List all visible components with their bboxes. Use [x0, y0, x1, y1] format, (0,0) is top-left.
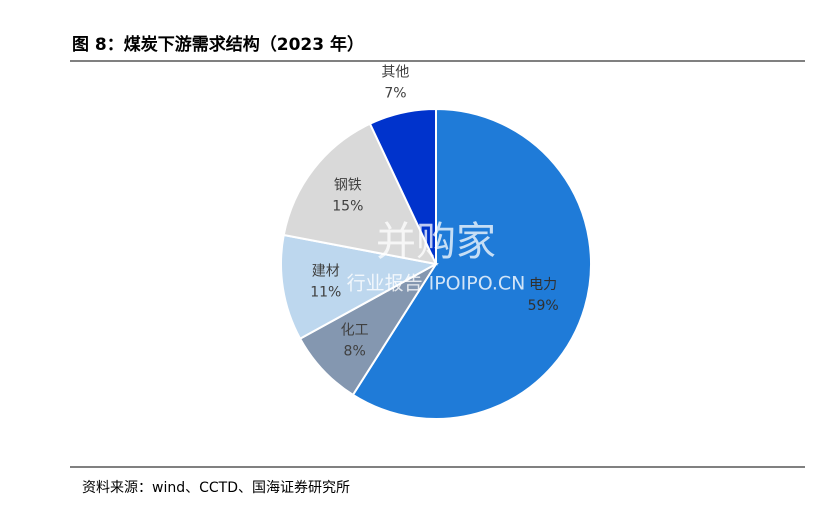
slice-value-label: 11%: [310, 284, 341, 300]
slice-value-label: 59%: [528, 298, 559, 314]
pie-slice: [282, 122, 438, 266]
watermark: 行业报告 IPOIPO.CN: [347, 273, 526, 295]
slice-value-label: 15%: [332, 199, 363, 215]
pie-slice: [351, 107, 592, 420]
source-note: 资料来源：wind、CCTD、国海证券研究所: [82, 480, 350, 496]
watermark: 并购家: [376, 219, 496, 265]
pie-chart: 电力 59% 化工 8% 建材 11% 钢铁 15% 其他 7%: [280, 64, 592, 420]
figure-title: 图 8：煤炭下游需求结构（2023 年）: [72, 34, 364, 55]
pie-slice: [368, 107, 437, 265]
pie-slice: [280, 233, 439, 341]
slice-label: 钢铁: [334, 178, 362, 194]
slice-value-label: 8%: [344, 343, 366, 359]
slice-label: 其他: [381, 64, 409, 80]
slice-label: 建材: [312, 263, 340, 279]
slice-value-label: 7%: [384, 85, 406, 101]
slice-label: 化工: [341, 322, 369, 338]
slice-label: 电力: [529, 277, 557, 293]
